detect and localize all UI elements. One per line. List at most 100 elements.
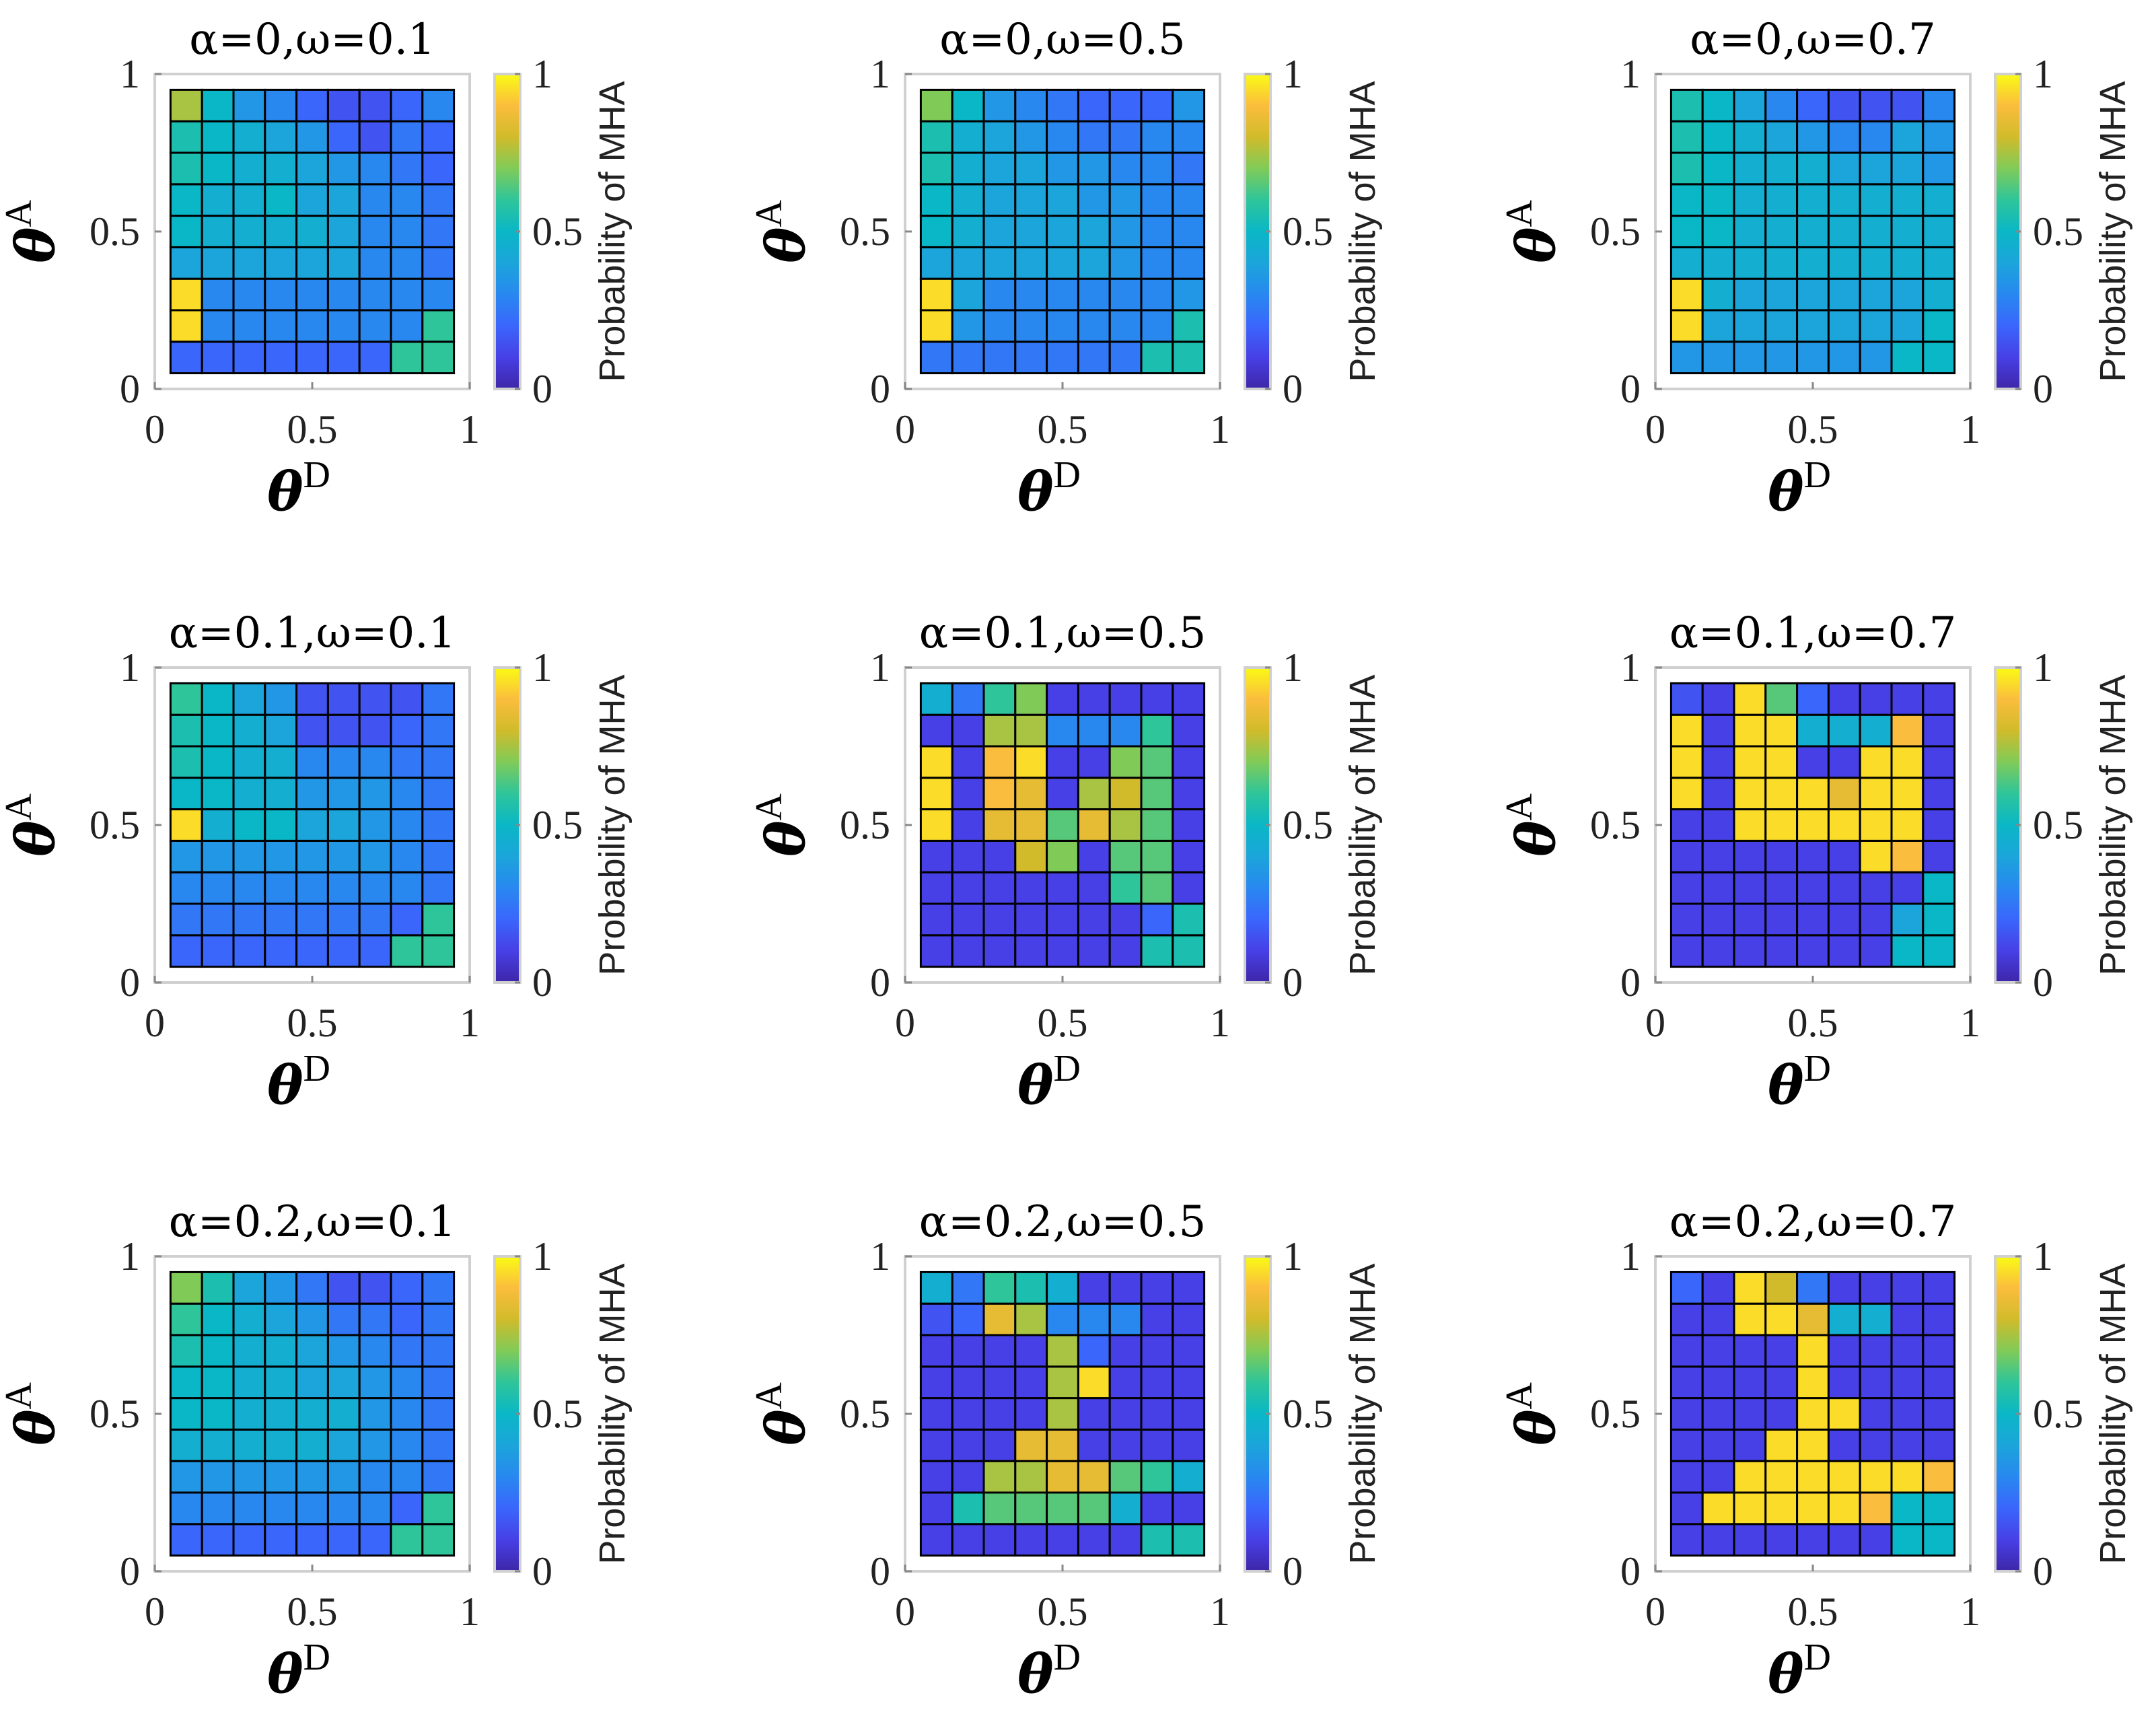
- heatmap-cell: [1046, 839, 1079, 873]
- heatmap-cell: [1827, 341, 1861, 375]
- heatmap-cell: [1859, 839, 1893, 873]
- heatmap-cell: [982, 839, 1017, 873]
- heatmap-cell: [1890, 745, 1925, 779]
- heatmap-cell: [232, 808, 266, 842]
- heatmap-cell: [1046, 88, 1079, 122]
- heatmap-cell: [1922, 215, 1956, 248]
- heatmap-cell: [919, 309, 954, 343]
- heatmap-cell: [1140, 808, 1174, 842]
- heatmap-cell: [1827, 713, 1861, 748]
- heatmap-cell: [1701, 871, 1735, 905]
- heatmap-cell: [1077, 246, 1111, 280]
- heatmap-cell: [264, 246, 298, 280]
- heatmap-cell: [201, 1334, 235, 1368]
- heatmap-cell: [1764, 839, 1799, 873]
- colorbar-tick-label: 1: [2033, 52, 2053, 96]
- heatmap-cell: [295, 1460, 329, 1494]
- colorbar-tick-label: 0.5: [2033, 1392, 2083, 1436]
- heatmap-cell: [1172, 246, 1206, 280]
- heatmap-cell: [1796, 88, 1830, 122]
- heatmap-cell: [358, 871, 392, 905]
- x-tick-label: 1: [1960, 407, 1980, 452]
- heatmap-cell: [1046, 151, 1079, 186]
- heatmap-cell: [390, 1460, 424, 1494]
- heatmap-cell: [264, 120, 298, 154]
- heatmap-cell: [295, 808, 329, 842]
- heatmap-cell: [264, 151, 298, 186]
- heatmap-cell: [232, 934, 266, 968]
- heatmap-cell: [951, 151, 985, 186]
- colorbar-tick-label: 0.5: [1283, 803, 1333, 847]
- heatmap-cell: [982, 341, 1017, 375]
- heatmap-cell: [201, 777, 235, 811]
- heatmap-cell: [232, 777, 266, 811]
- heatmap-cell: [326, 1270, 361, 1305]
- heatmap-cell: [232, 713, 266, 748]
- heatmap-cell: [1733, 713, 1767, 748]
- heatmap-cell: [264, 871, 298, 905]
- heatmap-cell: [1108, 151, 1143, 186]
- heatmap-cell: [264, 1302, 298, 1336]
- heatmap-cell: [201, 88, 235, 122]
- y-axis-label: θA: [0, 1382, 67, 1445]
- heatmap-cell: [951, 1428, 985, 1462]
- heatmap-cell: [326, 902, 361, 937]
- heatmap-cell: [1859, 88, 1893, 122]
- heatmap-cell: [1077, 1491, 1111, 1526]
- heatmap-cell: [1764, 871, 1799, 905]
- heatmap-cell: [390, 88, 424, 122]
- heatmap-cell: [1733, 88, 1767, 122]
- heatmap-cell: [264, 309, 298, 343]
- heatmap-cell: [1827, 1334, 1861, 1368]
- x-axis-label: θD: [267, 1048, 330, 1116]
- x-tick-label: 0: [1645, 1589, 1665, 1634]
- heatmap-cell: [1922, 341, 1956, 375]
- heatmap-cell: [1140, 1460, 1174, 1494]
- colorbar-tick-label: 0: [532, 367, 552, 411]
- x-axis-label: θD: [1768, 1048, 1831, 1116]
- y-tick-label: 0: [1620, 367, 1641, 411]
- heatmap-cell: [1172, 902, 1206, 937]
- heatmap-cell: [1827, 682, 1861, 716]
- heatmap-cell: [232, 1270, 266, 1305]
- y-tick-label: 0.5: [89, 209, 140, 254]
- heatmap-cell: [1827, 1491, 1861, 1526]
- y-axis-label: θA: [0, 793, 67, 857]
- heatmap-cell: [1669, 871, 1704, 905]
- heatmap-cell: [1077, 151, 1111, 186]
- heatmap-cell: [1890, 1270, 1925, 1305]
- heatmap-cell: [951, 309, 985, 343]
- heatmap-cell: [264, 902, 298, 937]
- heatmap-cell: [919, 341, 954, 375]
- heatmap-cell: [1859, 1460, 1893, 1494]
- heatmap-cell: [1733, 151, 1767, 186]
- heatmap-cell: [1890, 1365, 1925, 1400]
- plot-title: α=0.1,ω=0.1: [169, 608, 456, 658]
- heatmap-cell: [1014, 1523, 1048, 1557]
- heatmap-cell: [1108, 902, 1143, 937]
- heatmap-cell: [169, 1302, 203, 1336]
- colorbar-tick-label: 1: [1283, 52, 1303, 96]
- colorbar-label: Probability of MHA: [592, 674, 633, 975]
- heatmap-cell: [232, 88, 266, 122]
- heatmap-cell: [1890, 151, 1925, 186]
- heatmap-cell: [1669, 341, 1704, 375]
- heatmap-cell: [1108, 88, 1143, 122]
- heatmap-cell: [1922, 1334, 1956, 1368]
- x-tick-label: 0.5: [1788, 1589, 1838, 1634]
- heatmap-cell: [1172, 713, 1206, 748]
- heatmap-cell: [358, 88, 392, 122]
- heatmap-cell: [1108, 1334, 1143, 1368]
- x-tick-label: 1: [1960, 1001, 1980, 1045]
- heatmap-cell: [390, 745, 424, 779]
- heatmap-cell: [1764, 1270, 1799, 1305]
- heatmap-cell: [1669, 1428, 1704, 1462]
- heatmap-cell: [1701, 1365, 1735, 1400]
- heatmap-cell: [295, 277, 329, 312]
- heatmap-cell: [169, 682, 203, 716]
- heatmap-cell: [1764, 682, 1799, 716]
- heatmap-cell: [1764, 341, 1799, 375]
- heatmap-cell: [1077, 1460, 1111, 1494]
- heatmap-cell: [1859, 183, 1893, 217]
- heatmap-cell: [1172, 1491, 1206, 1526]
